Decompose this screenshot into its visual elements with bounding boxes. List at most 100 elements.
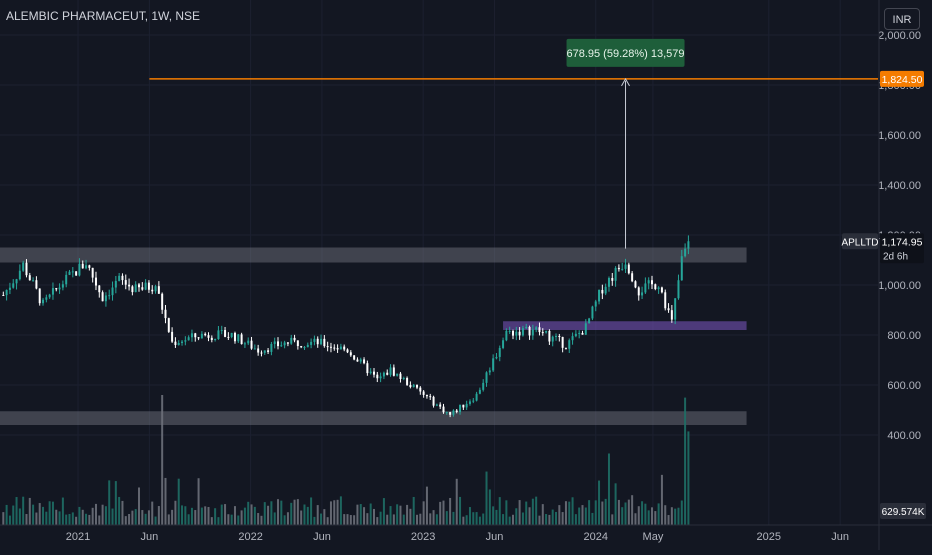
volume-bar bbox=[425, 486, 428, 525]
volume-bar bbox=[551, 509, 554, 525]
volume-bar bbox=[535, 496, 538, 525]
volume-bar bbox=[515, 508, 518, 525]
volume-bar bbox=[607, 453, 610, 525]
candle bbox=[267, 350, 270, 352]
candle bbox=[416, 384, 419, 388]
volume-bar bbox=[38, 503, 41, 525]
candle bbox=[316, 338, 319, 345]
candle bbox=[243, 343, 246, 345]
volume-bar bbox=[257, 513, 260, 525]
volume-bar bbox=[372, 508, 375, 525]
volume-bar bbox=[617, 499, 620, 525]
candle bbox=[525, 326, 528, 329]
volume-bar bbox=[528, 507, 531, 525]
volume-bar bbox=[492, 506, 495, 525]
volume-bar bbox=[568, 501, 571, 525]
candle bbox=[217, 330, 220, 340]
candle bbox=[303, 347, 306, 349]
measure-box bbox=[566, 38, 685, 67]
volume-bar bbox=[61, 497, 64, 525]
volume-bar bbox=[8, 515, 11, 525]
volume-bar bbox=[224, 504, 227, 525]
volume-bar bbox=[498, 497, 501, 525]
candle bbox=[48, 294, 51, 298]
volume-bar bbox=[71, 512, 74, 525]
volume-bar bbox=[15, 497, 18, 525]
candle bbox=[88, 265, 91, 268]
volume-bar bbox=[237, 515, 240, 525]
volume-bar bbox=[65, 514, 68, 525]
candle bbox=[124, 280, 127, 285]
candle bbox=[545, 330, 548, 333]
volume-bar bbox=[181, 505, 184, 525]
candle bbox=[329, 346, 332, 348]
volume-bar bbox=[624, 502, 627, 525]
candle bbox=[230, 332, 233, 338]
candle bbox=[296, 340, 299, 347]
time-tick-label: May bbox=[643, 531, 664, 543]
candle bbox=[548, 330, 551, 342]
volume-bar bbox=[531, 498, 534, 525]
volume-bar bbox=[42, 506, 45, 525]
volume-bar bbox=[641, 501, 644, 525]
candle bbox=[167, 318, 170, 332]
volume-bar bbox=[128, 513, 131, 525]
candle bbox=[98, 285, 101, 293]
time-tick-label: 2021 bbox=[66, 531, 90, 543]
candle bbox=[151, 289, 154, 292]
volume-bar bbox=[555, 511, 558, 525]
volume-bar bbox=[230, 514, 233, 525]
price-axis: 400.00600.00800.001,000.001,200.001,400.… bbox=[841, 0, 926, 550]
candle bbox=[349, 352, 352, 356]
candle bbox=[406, 377, 409, 385]
volume-bar bbox=[591, 512, 594, 525]
candle bbox=[650, 280, 653, 285]
candle bbox=[190, 333, 193, 338]
candle bbox=[280, 345, 283, 347]
volume-bar bbox=[598, 480, 601, 525]
volume-bar bbox=[442, 500, 445, 525]
candle bbox=[111, 287, 114, 296]
candle bbox=[468, 401, 471, 404]
volume-bar bbox=[452, 511, 455, 525]
candle bbox=[561, 336, 564, 348]
candle bbox=[71, 271, 74, 273]
volume-bar bbox=[594, 500, 597, 525]
volume-bar bbox=[502, 514, 505, 525]
candle bbox=[455, 410, 458, 413]
candle bbox=[220, 330, 223, 332]
volume-bar bbox=[412, 496, 415, 525]
volume-value-label: 629.574K bbox=[882, 507, 925, 518]
volume-bar bbox=[482, 513, 485, 525]
volume-bar bbox=[353, 515, 356, 525]
chart-title: ALEMBIC PHARMACEUT, 1W, NSE bbox=[6, 9, 201, 23]
volume-bar bbox=[85, 513, 88, 525]
candle bbox=[313, 338, 316, 342]
currency-button[interactable]: INR bbox=[884, 8, 920, 30]
candle bbox=[5, 289, 8, 296]
price-tick-label: 1,400.00 bbox=[878, 180, 921, 192]
volume-bar bbox=[363, 507, 366, 525]
candle bbox=[422, 391, 425, 395]
volume-bar bbox=[402, 514, 405, 525]
candle bbox=[611, 277, 614, 281]
volume-bar bbox=[220, 504, 223, 525]
candle bbox=[657, 287, 660, 290]
volume-bar bbox=[429, 513, 432, 525]
volume-bar bbox=[138, 487, 141, 525]
zone-2 bbox=[0, 411, 747, 425]
candle bbox=[339, 346, 342, 350]
volume-bar bbox=[290, 502, 293, 525]
candle bbox=[502, 340, 505, 348]
target-price-tag bbox=[880, 70, 924, 87]
volume-bar bbox=[243, 507, 246, 525]
candle bbox=[25, 262, 28, 276]
volume-bar bbox=[485, 471, 488, 525]
candle bbox=[535, 327, 538, 330]
candle bbox=[128, 284, 131, 287]
measure-arrowhead bbox=[621, 77, 630, 87]
volume-bar bbox=[382, 498, 385, 525]
volume-bar bbox=[614, 483, 617, 525]
